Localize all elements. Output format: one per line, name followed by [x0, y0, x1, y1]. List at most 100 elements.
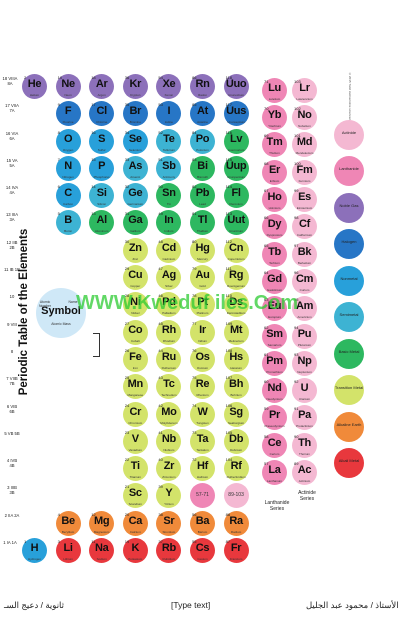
element-rg[interactable]: 111 Rg Roentgenium: [223, 265, 249, 290]
element-uup[interactable]: 115 Uup Ununpentium: [223, 155, 249, 181]
element-ru[interactable]: 44 Ru Ruthenium: [156, 346, 182, 372]
element-re[interactable]: 75 Re Rhenium: [190, 374, 215, 400]
element-sr[interactable]: 38 Sr Strontium: [156, 510, 182, 536]
element-k[interactable]: 19 K Potassium: [122, 538, 148, 563]
element-lv[interactable]: 116 Lv Livermorium: [223, 128, 249, 154]
element-os[interactable]: 76 Os Osmium: [190, 346, 215, 372]
element-cd[interactable]: 48 Cd Cadmium: [156, 237, 182, 263]
element-np[interactable]: 93 Np Neptunium: [292, 350, 317, 376]
element-cf[interactable]: 98 Cf Californium: [292, 214, 317, 240]
element-rh[interactable]: 45 Rh Rhodium: [156, 319, 182, 345]
element-cl[interactable]: 17 Cl Chlorine: [89, 101, 115, 127]
element-pd[interactable]: 46 Pd Palladium: [156, 292, 182, 318]
element-am[interactable]: 95 Am Americium: [292, 296, 317, 322]
element-s[interactable]: 16 S Sulfur: [89, 128, 115, 154]
element-ba[interactable]: 56 Ba Barium: [190, 510, 215, 536]
element-ho[interactable]: 67 Ho Holmium: [262, 187, 287, 212]
element-se[interactable]: 34 Se Selenium: [122, 128, 148, 154]
element-w[interactable]: 74 W Tungsten: [190, 401, 215, 427]
element-mg[interactable]: 12 Mg Magnesium: [89, 510, 115, 536]
element-v[interactable]: 23 V Vanadium: [122, 428, 148, 454]
element-ra[interactable]: 88 Ra Radium: [223, 510, 249, 536]
element-rb[interactable]: 37 Rb Rubidium: [156, 538, 182, 563]
element-b[interactable]: 5 B Boron: [55, 210, 81, 236]
element-mt[interactable]: 109 Mt Meitnerium: [223, 319, 249, 345]
element-bi[interactable]: 83 Bi Bismuth: [190, 155, 215, 181]
element-gd[interactable]: 64 Gd Gadolinium: [262, 268, 287, 294]
element-sn[interactable]: 50 Sn Tin: [156, 183, 182, 209]
element-ca[interactable]: 20 Ca Calcium: [122, 510, 148, 536]
element-as[interactable]: 33 As Arsenic: [122, 155, 148, 181]
element-cr[interactable]: 24 Cr Chromium: [122, 401, 148, 427]
element-er[interactable]: 68 Er Erbium: [262, 159, 287, 185]
element-no[interactable]: 102 No Nobelium: [292, 105, 317, 131]
element-n[interactable]: 7 N Nitrogen: [55, 155, 81, 181]
element-ti[interactable]: 22 Ti Titanium: [122, 456, 148, 482]
element-mn[interactable]: 25 Mn Manganese: [122, 374, 148, 400]
element-ds[interactable]: 110 Ds Darmstadtium: [223, 292, 249, 318]
element-fr[interactable]: 87 Fr Francium: [223, 538, 249, 563]
element-i[interactable]: 53 I Iodine: [156, 101, 182, 127]
element-cs[interactable]: 55 Cs Cesium: [190, 538, 215, 563]
element-hg[interactable]: 80 Hg Mercury: [190, 237, 215, 263]
element-fm[interactable]: 100 Fm Fermium: [292, 159, 317, 185]
element-sc[interactable]: 21 Sc Scandium: [122, 483, 148, 509]
element-ga[interactable]: 31 Ga Gallium: [122, 210, 148, 236]
element-fe[interactable]: 26 Fe Iron: [122, 346, 148, 372]
element-mo[interactable]: 42 Mo Molybdenum: [156, 401, 182, 427]
element-uuo[interactable]: 118 Uuo Ununoctium: [223, 73, 249, 99]
element-f[interactable]: 9 F Fluorine: [55, 101, 81, 127]
element-p[interactable]: 15 P Phosphorus: [89, 155, 115, 181]
element-tc[interactable]: 43 Tc Technetium: [156, 374, 182, 400]
element-sb[interactable]: 51 Sb Antimony: [156, 155, 182, 181]
element-be[interactable]: 4 Be Beryllium: [55, 510, 81, 536]
element-al[interactable]: 13 Al Aluminum: [89, 210, 115, 236]
element-es[interactable]: 99 Es Einsteinium: [292, 187, 317, 212]
element-dy[interactable]: 66 Dy Dysprosium: [262, 214, 287, 240]
element-ce[interactable]: 58 Ce Cerium: [262, 432, 287, 458]
element-po[interactable]: 84 Po Polonium: [190, 128, 215, 154]
element-ni[interactable]: 28 Ni Nickel: [122, 292, 148, 318]
element-li[interactable]: 3 Li Lithium: [55, 538, 81, 563]
element-bh[interactable]: 107 Bh Bohrium: [223, 374, 249, 400]
element-h[interactable]: 1 H Hydrogen: [22, 538, 47, 563]
element-tm[interactable]: 69 Tm Thulium: [262, 132, 287, 158]
element-ar[interactable]: 18 Ar Argon: [89, 73, 115, 99]
element-kr[interactable]: 36 Kr Krypton: [122, 73, 148, 99]
element-te[interactable]: 52 Te Tellurium: [156, 128, 182, 154]
element-ac[interactable]: 89 Ac Actinium: [292, 460, 317, 485]
element-yb[interactable]: 70 Yb Ytterbium: [262, 105, 287, 131]
element-ne[interactable]: 10 Ne Neon: [55, 73, 81, 99]
element-y[interactable]: 39 Y Yttrium: [156, 483, 182, 509]
element-nb[interactable]: 41 Nb Niobium: [156, 428, 182, 454]
element-si[interactable]: 14 Si Silicon: [89, 183, 115, 209]
element-pu[interactable]: 94 Pu Plutonium: [292, 323, 317, 349]
element-nd[interactable]: 60 Nd Neodymium: [262, 378, 287, 404]
element-fl[interactable]: 114 Fl Flerovium: [223, 183, 249, 209]
element-zn[interactable]: 30 Zn Zinc: [122, 237, 148, 263]
element-sm[interactable]: 62 Sm Samarium: [262, 323, 287, 349]
element-ag[interactable]: 47 Ag Silver: [156, 265, 182, 290]
element-hf[interactable]: 72 Hf Hafnium: [190, 456, 215, 482]
element-hs[interactable]: 108 Hs Hassium: [223, 346, 249, 372]
element-tl[interactable]: 81 Tl Thallium: [190, 210, 215, 236]
element-rn[interactable]: 86 Rn Radon: [190, 73, 215, 99]
element-xe[interactable]: 54 Xe Xenon: [156, 73, 182, 99]
element-pr[interactable]: 59 Pr Praseodymium: [262, 405, 287, 431]
element-na[interactable]: 11 Na Sodium: [89, 538, 115, 563]
element-lr[interactable]: 103 Lr Lawrencium: [292, 77, 317, 103]
element-pa[interactable]: 91 Pa Protactinium: [292, 405, 317, 431]
element-cn[interactable]: 112 Cn Copernicium: [223, 237, 249, 263]
element-ge[interactable]: 32 Ge Germanium: [122, 183, 148, 209]
element-md[interactable]: 101 Md Mendelevium: [292, 132, 317, 158]
element-eu[interactable]: 63 Eu Europium: [262, 296, 287, 322]
element-pt[interactable]: 78 Pt Platinum: [190, 292, 215, 318]
element-zr[interactable]: 40 Zr Zirconium: [156, 456, 182, 482]
element-uut[interactable]: 113 Uut Ununtrium: [223, 210, 249, 236]
element-co[interactable]: 27 Co Cobalt: [122, 319, 148, 345]
element-sg[interactable]: 106 Sg Seaborgium: [223, 401, 249, 427]
element-bk[interactable]: 97 Bk Berkelium: [292, 241, 317, 267]
element-rf[interactable]: 104 Rf Rutherfordium: [223, 456, 249, 482]
element-la[interactable]: 57 La Lanthanum: [262, 460, 287, 485]
element-in[interactable]: 49 In Indium: [156, 210, 182, 236]
